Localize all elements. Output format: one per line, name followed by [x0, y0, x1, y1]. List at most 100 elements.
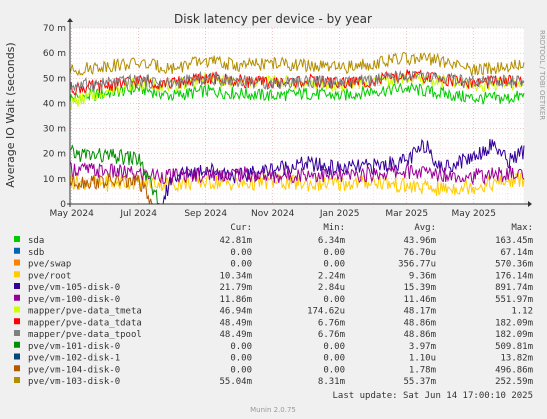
legend-value-max: 1.12 [511, 307, 533, 317]
legend-value-avg: 1.10u [409, 354, 436, 364]
legend-value-cur: 0.00 [230, 354, 252, 364]
legend-value-cur: 11.86m [219, 295, 252, 305]
rrdtool-credit: RRDTOOL / TOBI OETIKER [538, 30, 546, 120]
legend-value-min: 0.00 [323, 248, 345, 258]
legend-value-min: 6.76m [318, 330, 345, 340]
legend-value-min: 2.84u [318, 283, 345, 293]
y-ticks: 0 10 m 20 m 30 m 40 m 50 m 60 m 70 m [43, 24, 66, 210]
legend-value-max: 509.81m [495, 342, 533, 352]
legend-value-avg: 3.97m [409, 342, 436, 352]
x-tick-label: Mar 2025 [385, 209, 428, 219]
legend-series-name: pve/root [28, 271, 71, 281]
legend-series-name: mapper/pve-data_tmeta [28, 307, 142, 317]
y-tick-label: 20 m [43, 150, 66, 160]
legend-swatch [14, 341, 20, 348]
legend-series-name: sda [28, 236, 44, 246]
series-line-pve-vm-103-disk-0 [69, 51, 525, 77]
legend-series-name: pve/vm-103-disk-0 [28, 377, 120, 387]
series-line-mapper-pve-data-tpool [69, 69, 525, 92]
legend-series-name: pve/swap [28, 260, 71, 270]
legend-value-avg: 76.70u [403, 248, 436, 258]
legend-value-avg: 356.77u [398, 260, 436, 270]
y-tick-label: 50 m [43, 74, 66, 84]
legend-value-cur: 46.94m [219, 307, 252, 317]
legend-value-max: 496.86m [495, 365, 533, 375]
legend-value-avg: 55.37m [403, 377, 436, 387]
legend-header-max: Max: [511, 223, 533, 233]
legend-value-max: 13.82m [500, 354, 533, 364]
x-tick-label: May 2024 [49, 209, 94, 219]
x-axis-arrow [528, 201, 532, 207]
legend-value-avg: 1.78m [409, 365, 436, 375]
y-tick-label: 60 m [43, 49, 66, 59]
legend-value-cur: 10.34m [219, 271, 252, 281]
legend-series-name: pve/vm-105-disk-0 [28, 283, 120, 293]
legend-series-name: pve/vm-100-disk-0 [28, 295, 120, 305]
x-ticks: May 2024 Jul 2024 Sep 2024 Nov 2024 Jan 2025… [49, 209, 495, 219]
legend-swatch [14, 294, 20, 301]
legend-value-avg: 48.86m [403, 318, 436, 328]
y-tick-label: 10 m [43, 175, 66, 185]
legend-value-min: 174.62u [307, 307, 345, 317]
last-update: Last update: Sat Jun 14 17:00:10 2025 [333, 391, 533, 401]
legend-swatch [14, 353, 20, 360]
legend-value-max: 891.74m [495, 283, 533, 293]
legend-value-avg: 43.96m [403, 236, 436, 246]
legend-swatch [14, 365, 20, 372]
y-tick-label: 0 [60, 200, 66, 210]
legend-value-min: 0.00 [323, 354, 345, 364]
legend-series-name: mapper/pve-data_tpool [28, 330, 142, 340]
legend-value-cur: 0.00 [230, 260, 252, 270]
x-tick-label: Nov 2024 [251, 209, 295, 219]
legend-swatch [14, 283, 20, 289]
legend-swatch [14, 318, 20, 325]
legend-value-max: 551.97m [495, 295, 533, 305]
legend-value-max: 176.14m [495, 271, 533, 281]
x-tick-label: Jan 2025 [319, 209, 360, 219]
x-tick-label: Sep 2024 [184, 209, 227, 219]
legend-series-name: pve/vm-101-disk-0 [28, 342, 120, 352]
legend-value-cur: 0.00 [230, 365, 252, 375]
legend-swatch [14, 271, 20, 278]
legend-swatch [14, 306, 20, 313]
legend-series-name: mapper/pve-data_tdata [28, 318, 142, 328]
y-tick-label: 30 m [43, 125, 66, 135]
legend-swatch [14, 259, 20, 266]
legend-value-cur: 48.49m [219, 318, 252, 328]
legend-value-cur: 42.81m [219, 236, 252, 246]
legend-value-cur: 0.00 [230, 342, 252, 352]
legend-value-max: 163.45m [495, 236, 533, 246]
x-tick-label: Jul 2024 [119, 209, 157, 219]
legend-value-max: 570.36m [495, 260, 533, 270]
legend-value-max: 182.09m [495, 330, 533, 340]
legend-value-min: 0.00 [323, 295, 345, 305]
legend-value-min: 0.00 [323, 260, 345, 270]
legend-value-cur: 21.79m [219, 283, 252, 293]
y-axis-arrow [67, 18, 73, 22]
legend-header-avg: Avg: [414, 223, 436, 233]
legend-value-max: 252.59m [495, 377, 533, 387]
legend-value-min: 0.00 [323, 365, 345, 375]
legend-value-max: 67.14m [500, 248, 533, 258]
y-tick-label: 40 m [43, 99, 66, 109]
legend-swatch [14, 247, 20, 254]
series-line-pve-vm-100-disk-0 [69, 160, 525, 186]
legend-value-cur: 0.00 [230, 248, 252, 258]
legend-value-max: 182.09m [495, 318, 533, 328]
legend-value-min: 6.76m [318, 318, 345, 328]
x-tick-label: May 2025 [452, 209, 496, 219]
legend-value-cur: 55.04m [219, 377, 252, 387]
legend: Cur: Min: Avg: Max: sda 42.81m 6.34m 43.96m… [14, 223, 533, 387]
munin-version: Munin 2.0.75 [250, 406, 296, 414]
series-line-sda [69, 81, 525, 105]
legend-swatch [14, 377, 20, 383]
legend-value-avg: 48.17m [403, 307, 436, 317]
legend-value-avg: 48.86m [403, 330, 436, 340]
legend-swatch [14, 236, 20, 242]
chart-title: Disk latency per device - by year [174, 12, 372, 26]
legend-swatch [14, 330, 20, 336]
y-axis-label: Average IO Wait (seconds) [4, 42, 17, 187]
legend-header-cur: Cur: [230, 223, 252, 233]
legend-value-avg: 11.46m [403, 295, 436, 305]
